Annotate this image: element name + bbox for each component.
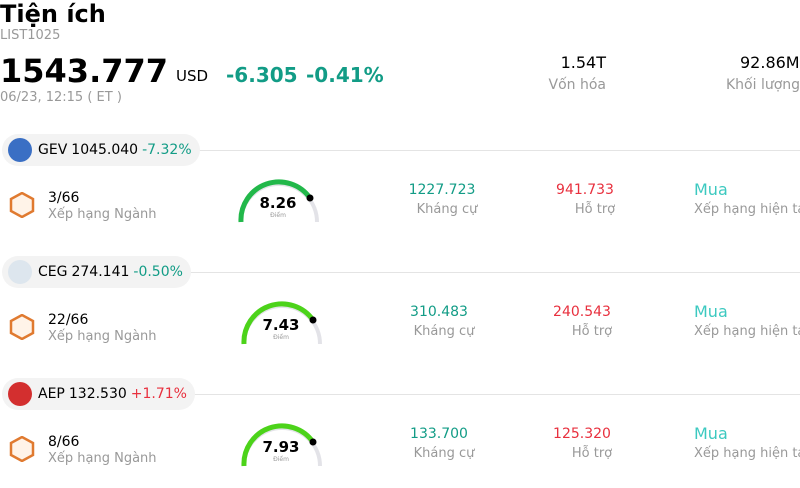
stat-value: 1.54T	[560, 53, 606, 72]
rating-label: Xếp hạng hiện tại	[694, 446, 800, 461]
gauge	[241, 420, 325, 470]
gauge-arc	[241, 423, 322, 467]
rating: Mua	[694, 424, 728, 443]
hex	[9, 191, 35, 219]
support: 125.320	[553, 426, 611, 442]
score-label: Điểm	[273, 456, 289, 463]
rank-label: Xếp hạng Ngành	[48, 451, 157, 466]
stock-change: -7.32%	[142, 142, 192, 158]
divider	[190, 272, 800, 273]
rank: 3/66	[48, 190, 80, 206]
rating-label: Xếp hạng hiện tại	[694, 324, 800, 339]
code: LIST1025	[0, 28, 61, 43]
stock-price: 274.141	[71, 264, 130, 280]
score: 7.43	[262, 316, 300, 334]
gauge	[241, 298, 325, 348]
resistance: 133.700	[410, 426, 468, 442]
stat-label: Vốn hóa	[548, 77, 606, 93]
rank-label: Xếp hạng Ngành	[48, 329, 157, 344]
rank-icon	[9, 191, 35, 219]
hex	[9, 313, 35, 341]
gauge	[238, 176, 322, 226]
support: 941.733	[556, 182, 614, 198]
support-label: Hỗ trợ	[574, 202, 616, 217]
gauge-arc	[238, 179, 319, 223]
ticker: GEV	[38, 142, 68, 158]
resistance: 310.483	[410, 304, 468, 320]
rating: Mua	[694, 180, 728, 199]
gauge-arc	[241, 301, 322, 345]
score: 7.93	[262, 438, 300, 456]
stock-price: 132.530	[68, 386, 127, 402]
resistance-label: Kháng cự	[413, 446, 475, 461]
stock-price: 1045.040	[71, 142, 139, 158]
score-label: Điểm	[273, 334, 289, 341]
rank-icon	[9, 313, 35, 341]
stock-logo	[8, 260, 32, 284]
rating: Mua	[694, 302, 728, 321]
score: 8.26	[259, 194, 297, 212]
stock-pill[interactable]: CEG 274.141 -0.50%	[2, 256, 191, 288]
price: 1543.777	[0, 52, 169, 90]
rank-icon	[9, 435, 35, 463]
change-percent: -0.41%	[306, 63, 384, 87]
resistance-label: Kháng cự	[416, 202, 478, 217]
ticker: AEP	[38, 386, 65, 402]
rating-label: Xếp hạng hiện tại	[694, 202, 800, 217]
timestamp: 06/23, 12:15 ( ET )	[0, 90, 122, 105]
divider	[190, 150, 800, 151]
stat-label: Khối lượng	[726, 77, 800, 93]
resistance: 1227.723	[408, 182, 476, 198]
hex	[9, 435, 35, 463]
divider	[190, 394, 800, 395]
stock-logo	[8, 138, 32, 162]
support-label: Hỗ trợ	[571, 446, 613, 461]
rank: 8/66	[48, 434, 80, 450]
change: -6.305	[226, 63, 298, 87]
ticker: CEG	[38, 264, 68, 280]
score-label: Điểm	[270, 212, 286, 219]
stock-logo	[8, 382, 32, 406]
rank: 22/66	[48, 312, 89, 328]
support-label: Hỗ trợ	[571, 324, 613, 339]
stock-change: -0.50%	[133, 264, 183, 280]
stock-change: +1.71%	[130, 386, 187, 402]
currency: USD	[176, 67, 209, 85]
title: Tiện ích	[0, 0, 106, 28]
rank-label: Xếp hạng Ngành	[48, 207, 157, 222]
resistance-label: Kháng cự	[413, 324, 475, 339]
support: 240.543	[553, 304, 611, 320]
stock-pill[interactable]: AEP 132.530 +1.71%	[2, 378, 195, 410]
stat-value: 92.86M	[740, 53, 800, 72]
stock-pill[interactable]: GEV 1045.040 -7.32%	[2, 134, 200, 166]
